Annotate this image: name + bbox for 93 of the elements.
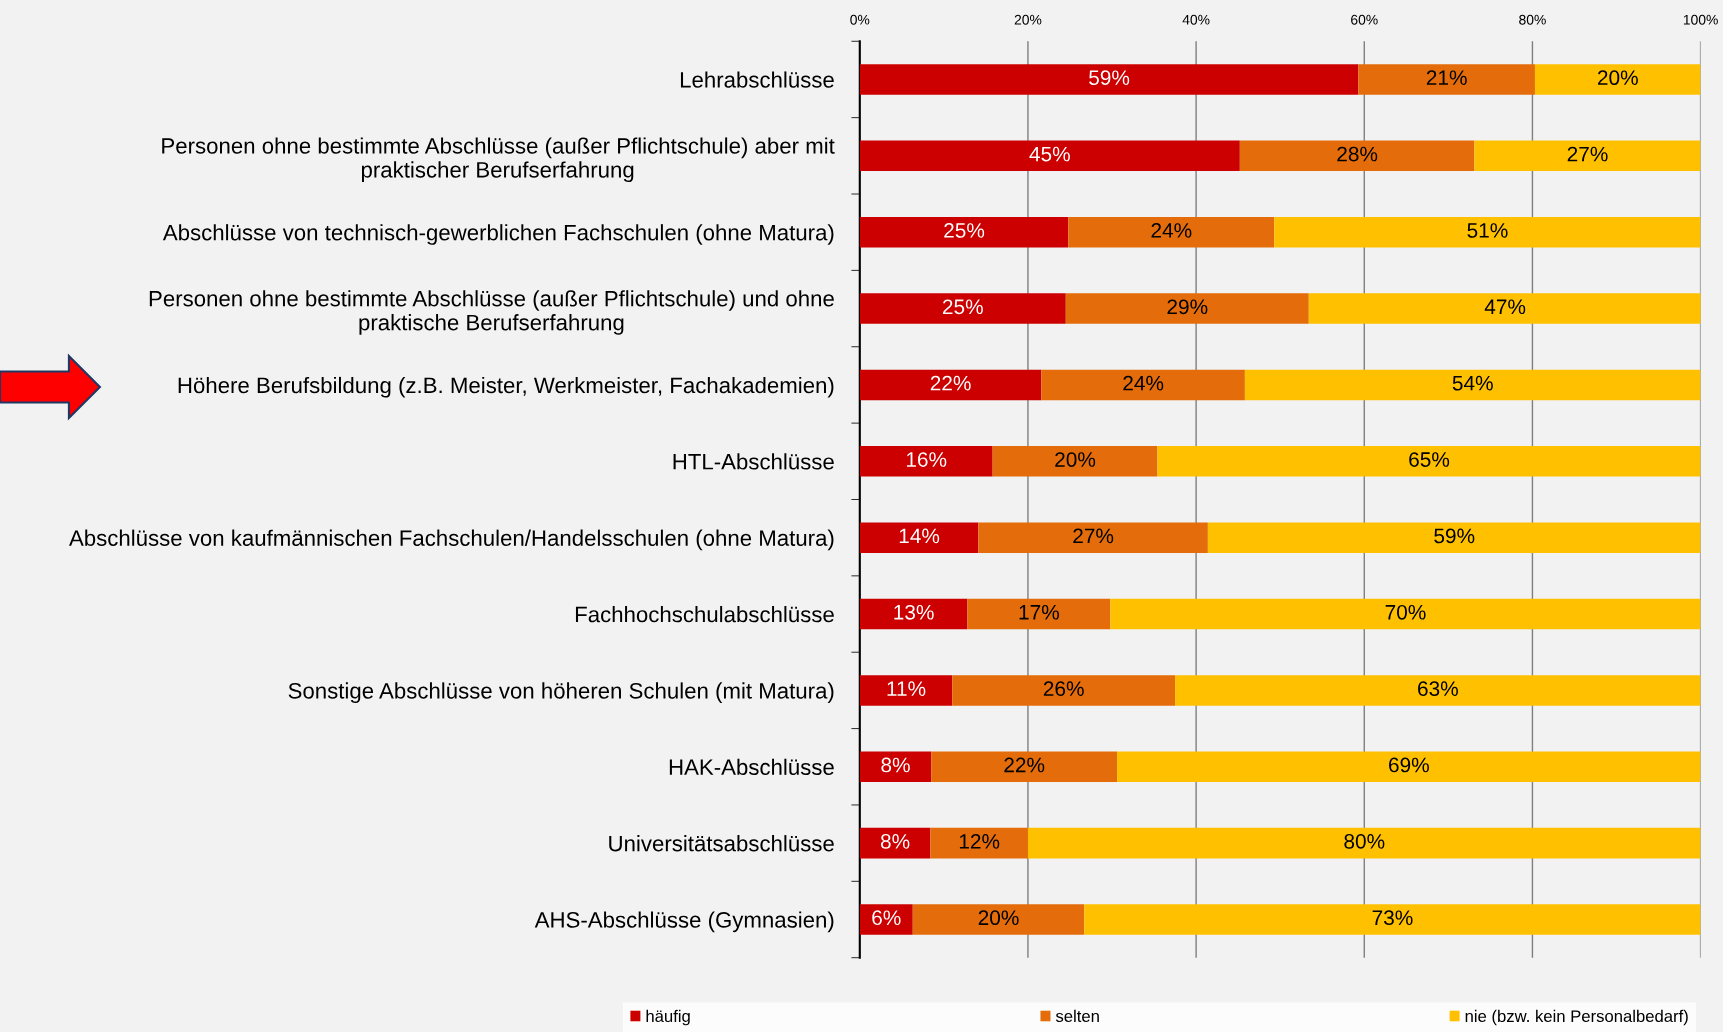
data-label: 25% <box>942 299 983 315</box>
y-tick-label: Personen ohne bestimmte Abschlüsse (außer Pflichtschule) aber mit praktischer Berufserfahrung <box>162 137 835 183</box>
data-label: 24% <box>1123 375 1164 391</box>
bar <box>1244 369 1701 401</box>
y-tick-label: Höhere Berufsbildung (z.B. Meister, Werkmeister, Fachakademien) <box>178 376 834 398</box>
bar <box>967 598 1111 630</box>
data-label: 22% <box>1004 757 1045 773</box>
bar <box>1308 293 1701 324</box>
data-label: 51% <box>1467 223 1508 238</box>
bar <box>912 904 1085 935</box>
bar <box>1534 64 1701 95</box>
y-tick-label: Abschlüsse von technisch-gewerblichen Fachschulen (ohne Matura) <box>162 224 834 245</box>
data-label: 65% <box>1409 452 1450 467</box>
y-tick-label: Personen ohne bestimmte Abschlüsse (außer Pflichtschule) und ohne praktische Berufserfahrung <box>149 290 834 335</box>
bar <box>1117 751 1701 783</box>
legend-label: häufig <box>646 1009 690 1026</box>
y-tick-label: Universitätsabschlüsse <box>609 835 834 852</box>
data-label: 11% <box>887 681 926 696</box>
y-tick-label: Abschlüsse von kaufmännischen Fachschulen/Handelsschulen (ohne Matura) <box>69 529 834 551</box>
bar <box>978 522 1208 553</box>
data-label: 13% <box>894 604 934 620</box>
bar <box>859 751 932 783</box>
x-tick-label: 0% <box>850 14 870 25</box>
data-label: 59% <box>1089 70 1130 86</box>
y-tick-label: Sonstige Abschlüsse von höheren Schulen (mit Matura) <box>288 682 834 704</box>
bar <box>859 446 993 477</box>
x-tick-label: 100% <box>1683 14 1718 25</box>
data-label: 24% <box>1151 223 1192 238</box>
bar <box>859 904 913 935</box>
bar <box>859 293 1066 324</box>
bar <box>859 64 1359 95</box>
data-label: 8% <box>880 833 910 849</box>
data-label: 21% <box>1426 70 1467 85</box>
data-label: 73% <box>1372 910 1413 926</box>
bar <box>1358 64 1535 95</box>
y-tick-label: HTL-Abschlüsse <box>673 453 834 470</box>
bar <box>1041 369 1245 401</box>
bar <box>1084 904 1701 935</box>
x-tick-label: 80% <box>1519 14 1546 25</box>
bar <box>1065 293 1309 324</box>
bar <box>992 446 1158 477</box>
bar <box>931 751 1118 783</box>
data-label: 26% <box>1043 681 1084 696</box>
data-label: 80% <box>1344 833 1385 849</box>
data-label: 22% <box>930 375 971 391</box>
bar <box>1157 446 1701 477</box>
data-label: 12% <box>959 833 1000 849</box>
bar <box>859 598 968 630</box>
y-tick-label: Fachhochschulabschlüsse <box>575 605 834 623</box>
y-tick-label: AHS-Abschlüsse (Gymnasien) <box>534 911 834 933</box>
bar <box>1027 827 1701 859</box>
bar <box>1207 522 1701 553</box>
data-label: 16% <box>906 452 947 467</box>
bar <box>859 675 953 706</box>
bar <box>859 140 1240 172</box>
bar <box>1239 140 1475 172</box>
data-label: 25% <box>944 223 985 238</box>
bar <box>1274 216 1701 248</box>
x-tick-label: 60% <box>1351 14 1378 25</box>
x-tick-label: 40% <box>1182 14 1210 25</box>
bar <box>1110 598 1701 630</box>
legend-label: nie (bzw. kein Personalbedarf) <box>1465 1009 1688 1026</box>
data-label: 20% <box>1597 70 1638 86</box>
data-label: 29% <box>1167 299 1208 315</box>
data-label: 47% <box>1484 299 1526 315</box>
bar <box>859 369 1042 401</box>
data-label: 27% <box>1567 146 1608 162</box>
y-tick-label: Lehrabschlüsse <box>680 71 834 88</box>
data-label: 20% <box>1055 452 1096 467</box>
bar <box>1474 140 1701 172</box>
bar <box>930 827 1028 859</box>
data-label: 45% <box>1029 146 1070 162</box>
data-label: 27% <box>1073 528 1114 544</box>
legend-label: selten <box>1055 1009 1099 1023</box>
data-label: 14% <box>899 528 940 544</box>
bar <box>859 522 979 553</box>
x-tick-label: 20% <box>1014 14 1042 25</box>
bar <box>1068 216 1275 248</box>
data-label: 54% <box>1452 375 1493 391</box>
data-label: 20% <box>978 910 1019 926</box>
data-label: 63% <box>1418 681 1458 696</box>
data-label: 69% <box>1389 757 1429 773</box>
y-tick-label: HAK-Abschlüsse <box>669 758 834 776</box>
data-label: 70% <box>1385 604 1426 620</box>
data-label: 59% <box>1434 528 1475 544</box>
data-label: 28% <box>1337 146 1378 162</box>
bar <box>1175 675 1701 706</box>
bar <box>952 675 1176 706</box>
bar <box>859 827 931 859</box>
data-label: 8% <box>881 757 910 773</box>
data-label: 6% <box>872 910 901 926</box>
bar <box>859 216 1069 248</box>
data-label: 17% <box>1019 604 1059 620</box>
